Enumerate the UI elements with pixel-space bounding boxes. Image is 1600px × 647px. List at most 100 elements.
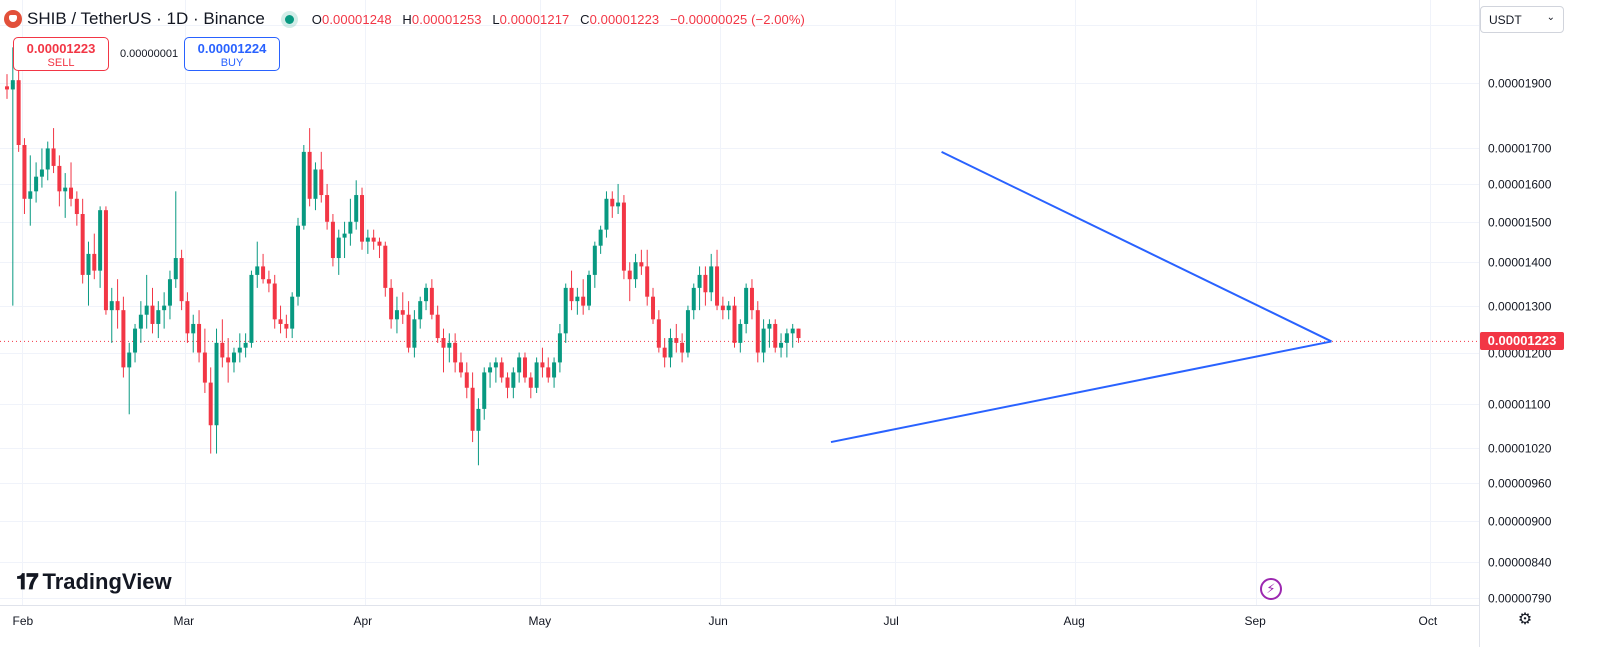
spread-value: 0.00000001 <box>120 48 179 60</box>
candle-body <box>34 176 39 192</box>
candle-body <box>691 287 696 311</box>
candle-body <box>458 362 463 373</box>
triangle-trendlines[interactable] <box>830 150 1332 444</box>
candle-body <box>348 221 353 234</box>
candle-body <box>103 210 108 311</box>
candle-body <box>80 214 85 275</box>
tradingview-logo-icon: 𝟏𝟕 <box>16 569 39 594</box>
candle-body <box>133 328 138 353</box>
time-tick-label: Mar <box>174 614 195 628</box>
trendline[interactable] <box>941 150 1332 343</box>
close-value: 0.00001223 <box>589 11 660 27</box>
candle-body <box>284 323 289 329</box>
candle-body <box>505 377 510 388</box>
candle-body <box>575 296 580 302</box>
candle-body <box>709 266 714 293</box>
candle-body <box>330 221 335 259</box>
price-axis[interactable]: 0.000021000.000019000.000017000.00001600… <box>1488 19 1552 606</box>
candle-body <box>243 342 248 348</box>
price-tick-label: 0.00001600 <box>1488 178 1552 192</box>
candle-body <box>569 287 574 302</box>
candle-body <box>127 352 132 368</box>
currency-select[interactable]: USDT ⌄ <box>1480 6 1564 33</box>
sell-button[interactable]: 0.00001223 SELL <box>13 37 109 71</box>
current-price-tag: 0.00001223 <box>1480 332 1564 351</box>
candle-body <box>109 301 114 311</box>
candle-body <box>517 357 522 373</box>
candle-body <box>528 377 533 388</box>
candle-body <box>674 338 679 343</box>
candle-body <box>342 233 347 238</box>
close-label: C <box>580 11 590 27</box>
candle-body <box>202 352 207 383</box>
price-tick-label: 0.00001400 <box>1488 256 1552 270</box>
chevron-down-icon: ⌄ <box>1546 12 1555 23</box>
candle-body <box>86 253 91 275</box>
candle-body <box>662 347 667 358</box>
candle-body <box>261 266 266 280</box>
candle-body <box>307 151 312 199</box>
candle-body <box>237 347 242 353</box>
high-label: H <box>402 11 412 27</box>
candle-body <box>290 296 295 329</box>
candle-body <box>720 305 725 311</box>
change-value: −0.00000025 (−2.00%) <box>669 11 805 27</box>
candle-body <box>784 333 789 343</box>
lightning-icon[interactable]: ⚡ <box>1260 578 1282 600</box>
candle-body <box>726 305 731 311</box>
trendline[interactable] <box>830 340 1332 444</box>
tradingview-logo[interactable]: 𝟏𝟕 TradingView <box>16 569 172 595</box>
candle-body <box>296 225 300 297</box>
candle-body <box>336 237 341 259</box>
candle-body <box>51 148 56 166</box>
candle-body <box>231 352 236 363</box>
price-tick-label: 0.00001900 <box>1488 77 1552 91</box>
candle-body <box>749 287 754 311</box>
price-tick-label: 0.00001300 <box>1488 300 1552 314</box>
candle-body <box>685 310 690 353</box>
chart-grid <box>0 0 1479 605</box>
time-tick-label: Sep <box>1245 614 1267 628</box>
price-tick-label: 0.00001020 <box>1488 442 1552 456</box>
candle-body <box>63 187 68 192</box>
candle-body <box>418 301 423 320</box>
candle-body <box>557 333 562 363</box>
candle-body <box>394 310 399 320</box>
candle-body <box>266 279 271 284</box>
candle-body <box>790 328 795 334</box>
candle-body <box>651 296 656 320</box>
candle-body <box>371 237 376 242</box>
candle-body <box>581 296 586 306</box>
gear-icon[interactable]: ⚙ <box>1517 611 1533 628</box>
low-label: L <box>492 11 500 27</box>
candle-body <box>354 195 359 222</box>
candle-body <box>10 80 15 90</box>
time-tick-label: May <box>529 614 552 628</box>
buy-button[interactable]: 0.00001224 BUY <box>184 37 280 71</box>
price-tick-label: 0.00000840 <box>1488 556 1552 570</box>
candle-body <box>208 382 213 426</box>
time-axis[interactable]: Feb Mar Apr May Jun Jul Aug Sep Oct <box>13 614 1438 628</box>
candle-body <box>179 258 184 302</box>
candle-body <box>493 362 498 368</box>
candle-body <box>779 342 784 348</box>
candle-body <box>796 328 801 339</box>
high-value: 0.00001253 <box>411 11 482 27</box>
sell-price: 0.00001223 <box>26 41 96 56</box>
price-tick-label: 0.00001500 <box>1488 216 1552 230</box>
candle-body <box>406 314 411 348</box>
candle-body <box>627 270 632 280</box>
symbol-title[interactable]: SHIB / TetherUS · 1D · Binance <box>27 9 265 28</box>
candle-body <box>69 187 74 199</box>
candle-body <box>383 245 388 288</box>
candle-body <box>464 372 469 388</box>
candle-body <box>470 387 475 431</box>
candle-body <box>249 274 254 343</box>
candle-body <box>522 357 527 378</box>
market-open-dot-icon <box>284 14 294 24</box>
candle-body <box>400 310 405 315</box>
candle-body <box>744 287 749 324</box>
candle-body <box>773 323 778 348</box>
candle-body <box>546 367 551 378</box>
